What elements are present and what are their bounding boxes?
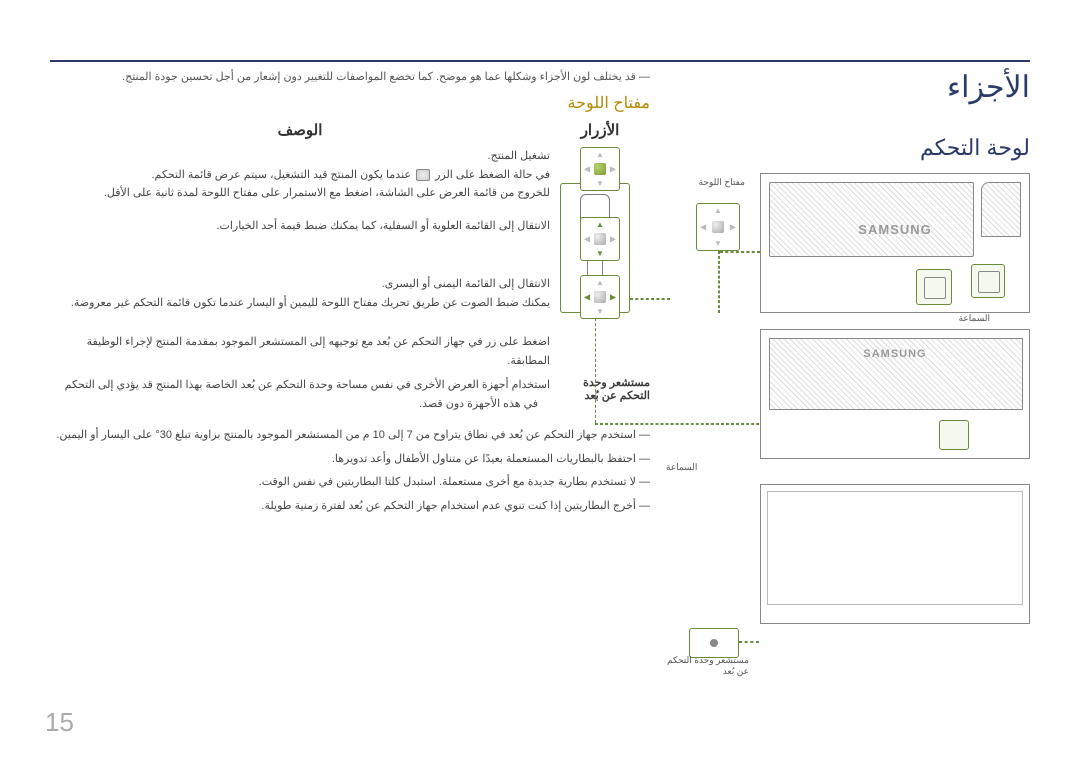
- desc-1a: تشغيل المنتج.: [58, 147, 550, 166]
- th-buttons: الأزرار: [550, 121, 650, 139]
- speaker-port-1: [916, 269, 952, 305]
- samsung-logo-2: SAMSUNG: [863, 348, 926, 360]
- note-spec-change: قد يختلف لون الأجزاء وشكلها عما هو موضح.…: [50, 70, 650, 83]
- bullet-2: لا تستخدم بطارية جديدة مع أخرى مستعملة. …: [50, 473, 650, 493]
- monitor-back-detail: SAMSUNG: [760, 173, 1030, 313]
- section-title: الأجزاء: [670, 70, 1030, 105]
- panel-hatch-2: [981, 182, 1021, 237]
- dpad-ud-icon: ▲▼◀▶: [580, 217, 620, 261]
- screen-outline: [767, 491, 1023, 605]
- monitor-front: مستشعر وحدة التحكم عن بُعد: [760, 484, 1030, 624]
- th-desc: الوصف: [50, 121, 550, 139]
- label-speaker-2: السماعة: [666, 462, 697, 473]
- label-panel-key: مفتاح اللوحة: [699, 177, 745, 188]
- speaker-port-3: [939, 420, 969, 450]
- desc-1c: للخروج من قائمة العرض على الشاشة، اضغط م…: [58, 184, 550, 203]
- text-column: قد يختلف لون الأجزاء وشكلها عما هو موضح.…: [50, 70, 650, 624]
- label-speaker-1: السماعة: [959, 313, 990, 324]
- bullet-1: احتفظ بالبطاريات المستعملة بعيدًا عن متن…: [50, 450, 650, 470]
- cell-desc-3: الانتقال إلى القائمة اليمنى أو اليسرى. ي…: [50, 275, 550, 312]
- dpad-lr-icon: ▲▼◀▶: [580, 275, 620, 319]
- dash-line-4: [595, 313, 596, 423]
- speaker-port-2: [971, 264, 1005, 298]
- table-header: الأزرار الوصف: [50, 121, 650, 139]
- page-number: 15: [45, 707, 74, 738]
- cell-sensor-note: استخدام أجهزة العرض الأخرى في نفس مساحة …: [50, 376, 550, 413]
- row-sensor-head: مستشعر وحدة التحكم عن بُعد استخدام أجهزة…: [50, 376, 650, 413]
- top-border: [50, 60, 1030, 62]
- dash-line-1: [720, 251, 760, 253]
- subsection-title: لوحة التحكم: [670, 135, 1030, 161]
- panel-key-callout: ▲▼◀▶: [696, 203, 740, 251]
- cell-sensor-head: مستشعر وحدة التحكم عن بُعد: [550, 376, 650, 408]
- bullet-3: أخرج البطاريتين إذا كنت تنوي عدم استخدام…: [50, 497, 650, 517]
- diagram-top: SAMSUNG ▲▼◀▶: [670, 173, 1030, 313]
- monitor-back-small: SAMSUNG السماعة: [760, 329, 1030, 459]
- desc-1b: في حالة الضغط على الزر عندما يكون المنتج…: [58, 166, 550, 185]
- remote-sensor-callout: [689, 628, 739, 658]
- desc-3a: الانتقال إلى القائمة اليمنى أو اليسرى.: [58, 275, 550, 294]
- label-remote-sensor: مستشعر وحدة التحكم عن بُعد: [659, 655, 749, 678]
- inline-button-icon: [416, 169, 430, 181]
- desc-3b: يمكنك ضبط الصوت عن طريق تحريك مفتاح اللو…: [58, 294, 550, 313]
- dpad-center-icon: ▲▼◀▶: [580, 147, 620, 191]
- diagram-column: الأجزاء لوحة التحكم SAMSUNG ▲▼◀▶: [670, 70, 1030, 624]
- panel-key-heading: مفتاح اللوحة: [50, 93, 650, 113]
- dash-line-2: [718, 251, 720, 313]
- dash-line-6: [739, 641, 759, 643]
- cell-desc-2: الانتقال إلى القائمة العلوية أو السفلية،…: [50, 217, 550, 236]
- range-note: استخدم جهاز التحكم عن بُعد في نطاق يتراو…: [50, 426, 650, 446]
- dpad-icon: ▲▼◀▶: [697, 204, 739, 250]
- dash-line-3: [630, 298, 670, 300]
- cell-desc-4: اضغط على زر في جهاز التحكم عن بُعد مع تو…: [50, 333, 550, 370]
- sensor-note: استخدام أجهزة العرض الأخرى في نفس مساحة …: [58, 376, 550, 413]
- panel-hatch: [769, 182, 974, 257]
- row-remote: اضغط على زر في جهاز التحكم عن بُعد مع تو…: [50, 333, 650, 370]
- cell-desc-1: تشغيل المنتج. في حالة الضغط على الزر عند…: [50, 147, 550, 203]
- bullet-list: استخدم جهاز التحكم عن بُعد في نطاق يتراو…: [50, 426, 650, 517]
- samsung-logo: SAMSUNG: [858, 222, 931, 237]
- sensor-heading: مستشعر وحدة التحكم عن بُعد: [550, 376, 650, 402]
